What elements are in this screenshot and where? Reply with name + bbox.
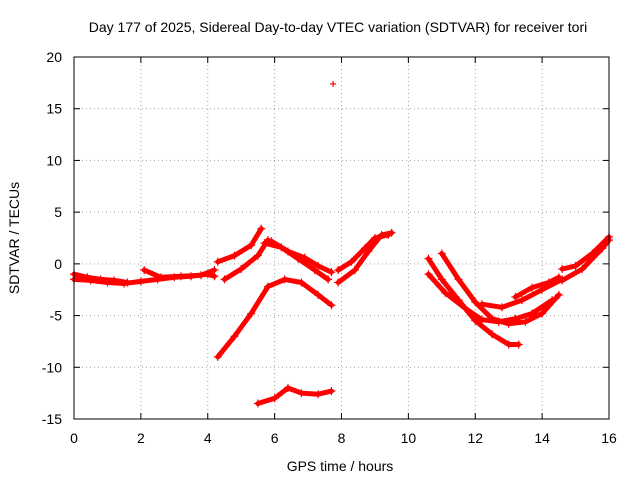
series-line <box>559 234 612 272</box>
x-tick-label: 8 <box>338 430 346 446</box>
x-tick-label: 16 <box>601 430 617 446</box>
y-tick-label: 0 <box>54 256 62 272</box>
x-tick-label: 10 <box>401 430 417 446</box>
series-line <box>335 232 391 273</box>
series-outlier <box>330 80 337 87</box>
series-arc-7 <box>267 237 336 277</box>
y-axis-label: SDTVAR / TECUs <box>6 182 22 294</box>
x-tick-label: 0 <box>70 430 78 446</box>
series-line <box>215 276 334 360</box>
x-tick-label: 6 <box>271 430 279 446</box>
series-arc-2 <box>70 270 132 287</box>
y-tick-label: 10 <box>46 152 62 168</box>
grid <box>74 57 609 419</box>
x-tick-label: 14 <box>534 430 550 446</box>
axis-ticks <box>73 56 610 420</box>
series-line <box>215 226 264 265</box>
series-arc-4 <box>213 224 266 266</box>
series-arc-11 <box>334 230 393 275</box>
series-line <box>335 230 395 285</box>
y-tick-label: -5 <box>50 308 63 324</box>
y-tick-label: -10 <box>42 359 62 375</box>
series-arc-16 <box>511 273 563 301</box>
x-axis-label: GPS time / hours <box>287 458 394 474</box>
series-line <box>425 271 555 325</box>
y-tick-label: -15 <box>42 411 62 427</box>
series-arc-3 <box>140 266 219 282</box>
series-arc-5 <box>220 236 272 284</box>
series-line <box>255 385 334 406</box>
x-tick-label: 12 <box>467 430 483 446</box>
data-series <box>70 80 613 408</box>
y-tick-label: 15 <box>46 101 62 117</box>
x-tick-label: 2 <box>137 430 145 446</box>
series-arc-8 <box>213 275 336 361</box>
chart-title: Day 177 of 2025, Sidereal Day-to-day VTE… <box>89 19 588 35</box>
series-line <box>512 274 562 300</box>
y-tick-label: 5 <box>54 204 62 220</box>
series-arc-9 <box>253 383 336 408</box>
series-line <box>559 237 612 283</box>
series-line <box>439 251 562 327</box>
series-arc-6 <box>260 239 333 284</box>
series-line <box>222 237 271 282</box>
y-tick-label: 20 <box>46 49 62 65</box>
axis-tick-labels: 0 2 4 6 8 10 12 14 16 -15 -10 -5 0 5 10 15 20 <box>42 49 617 446</box>
series-arc-14 <box>437 249 563 328</box>
x-tick-label: 4 <box>204 430 212 446</box>
series-line <box>268 238 334 275</box>
